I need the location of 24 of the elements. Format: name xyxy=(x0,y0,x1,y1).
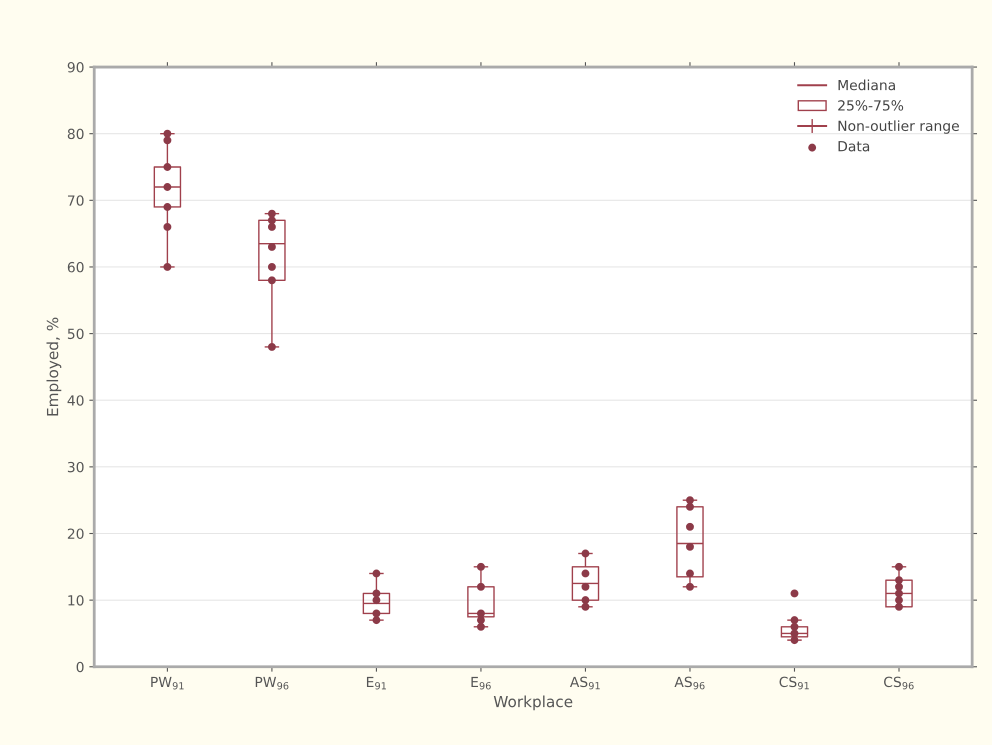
x-tick-label: AS$_{91}$ xyxy=(570,676,600,690)
annotation: Mediana xyxy=(838,80,895,90)
y-tick-label: 70 xyxy=(68,195,84,206)
x-tick-label: CS$_{91}$ xyxy=(780,676,809,690)
x-tick-label: PW$_{96}$ xyxy=(256,676,288,690)
x-tick-label: AS$_{96}$ xyxy=(674,676,705,690)
y-axis-title: Employed, % xyxy=(46,318,62,416)
x-tick-label: PW$_{91}$ xyxy=(151,676,184,690)
y-tick-label: 20 xyxy=(68,528,84,539)
y-tick-label: 90 xyxy=(68,62,84,73)
x-tick-label: E$_{91}$ xyxy=(366,676,386,690)
annotation: Non-outlier range xyxy=(838,120,959,134)
legend-label: 25%-75% xyxy=(838,100,904,111)
y-tick-label: 40 xyxy=(68,395,84,406)
y-tick-label: 60 xyxy=(68,262,84,272)
x-tick-label: CS$_{96}$ xyxy=(884,676,914,690)
y-tick-label: 80 xyxy=(68,128,84,140)
y-tick-label: 50 xyxy=(68,328,84,340)
x-tick-label: E$_{96}$ xyxy=(471,676,491,690)
y-tick-label: 10 xyxy=(68,595,84,606)
y-tick-label: 0 xyxy=(76,662,84,672)
x-axis-title: Workplace xyxy=(494,695,572,710)
legend-label: Data xyxy=(838,141,870,152)
y-tick-label: 30 xyxy=(68,462,84,472)
